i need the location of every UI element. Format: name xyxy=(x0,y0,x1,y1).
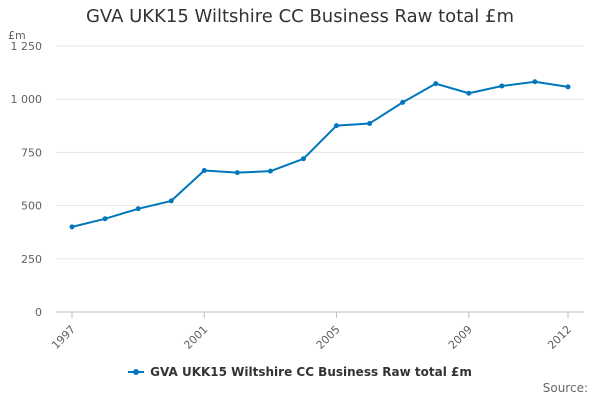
data-point[interactable] xyxy=(267,168,273,174)
data-point[interactable] xyxy=(102,216,108,222)
y-tick-label: 500 xyxy=(21,200,42,213)
data-point[interactable] xyxy=(532,79,538,85)
y-tick-label: 250 xyxy=(21,253,42,266)
y-tick-label: 1 000 xyxy=(11,93,43,106)
y-axis-unit-label: £m xyxy=(8,29,26,42)
chart-title: GVA UKK15 Wiltshire CC Business Raw tota… xyxy=(85,6,514,27)
x-tick-label: 2001 xyxy=(181,323,210,352)
x-tick-label: 1997 xyxy=(49,323,78,352)
y-axis-ticks: 0 250 500 750 1 000 1 250 xyxy=(11,40,43,319)
data-point[interactable] xyxy=(201,167,207,173)
x-tick-label: 2005 xyxy=(314,323,343,352)
x-tick-label: 2012 xyxy=(545,323,574,352)
data-point[interactable] xyxy=(69,224,75,230)
data-point[interactable] xyxy=(367,120,373,126)
data-point[interactable] xyxy=(135,206,141,212)
grid-lines xyxy=(56,45,584,313)
x-tick-label: 2009 xyxy=(446,323,475,352)
x-axis-ticks: 1997 2001 2005 2009 2012 xyxy=(49,312,574,352)
data-point[interactable] xyxy=(300,156,306,162)
series-line[interactable] xyxy=(71,80,569,228)
y-tick-label: 750 xyxy=(21,146,42,159)
y-tick-label: 1 250 xyxy=(11,40,43,53)
legend[interactable]: GVA UKK15 Wiltshire CC Business Raw tota… xyxy=(0,365,600,379)
data-point[interactable] xyxy=(400,99,406,105)
source-label: Source: xyxy=(542,381,588,395)
series-layer xyxy=(69,79,571,230)
data-point[interactable] xyxy=(234,170,240,176)
legend-label: GVA UKK15 Wiltshire CC Business Raw tota… xyxy=(150,365,472,379)
legend-swatch-icon xyxy=(128,367,145,377)
data-point[interactable] xyxy=(433,81,439,87)
data-point[interactable] xyxy=(466,90,472,96)
data-point[interactable] xyxy=(499,83,505,89)
data-point[interactable] xyxy=(565,84,571,90)
data-point[interactable] xyxy=(334,123,340,129)
y-tick-label: 0 xyxy=(35,306,42,319)
data-point[interactable] xyxy=(168,198,174,204)
